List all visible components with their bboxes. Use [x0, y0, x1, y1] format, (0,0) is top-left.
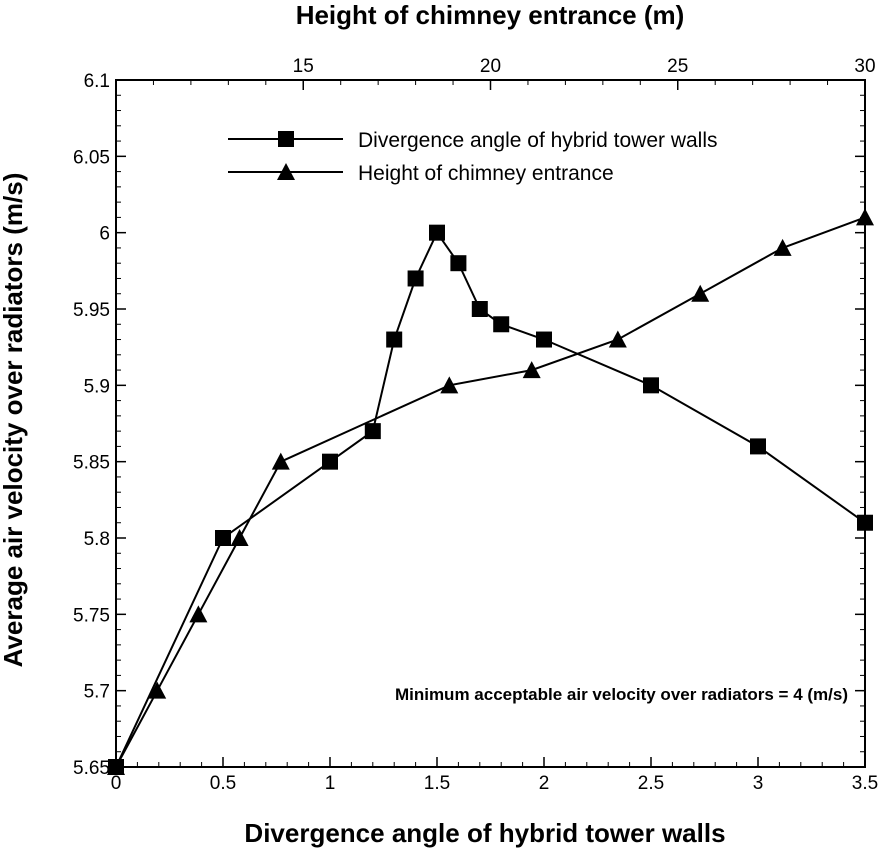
- data-point-triangle: [271, 452, 290, 470]
- y-tick-label: 5.9: [84, 376, 110, 397]
- y-tick-label: 5.75: [73, 605, 110, 626]
- y-tick-label: 6.1: [84, 71, 110, 92]
- data-point-triangle: [189, 605, 208, 623]
- x-axis-title: Divergence angle of hybrid tower walls: [244, 818, 725, 848]
- data-point-square: [471, 301, 488, 317]
- legend-marker-triangle: [277, 163, 295, 180]
- x-tick-label: 3.5: [852, 773, 878, 794]
- x-tick-label: 3: [753, 773, 764, 794]
- data-point-square: [407, 270, 424, 287]
- legend-label-height: Height of chimney entrance: [358, 162, 614, 185]
- x2-axis-title: Height of chimney entrance (m): [296, 0, 685, 30]
- data-point-square: [750, 438, 766, 455]
- data-point-square: [429, 224, 445, 241]
- x-tick-label: 2: [539, 773, 550, 794]
- data-point-square: [450, 255, 467, 272]
- x-tick-label: 2.5: [638, 773, 664, 794]
- legend-label-divergence: Divergence angle of hybrid tower walls: [358, 129, 718, 152]
- x2-tick-label: 25: [667, 56, 688, 77]
- x2-tick-label: 15: [293, 56, 314, 77]
- series-layer: [107, 208, 874, 775]
- data-point-triangle: [107, 758, 125, 775]
- x2-tick-label: 20: [480, 56, 501, 77]
- data-point-triangle: [522, 361, 541, 379]
- data-point-triangle: [230, 529, 249, 546]
- tick-labels: 0 0.5 1 1.5 2 2.5 3 3.5 15 20 25 30 5.65 5.7 5.75 5.8 5.…: [73, 56, 878, 794]
- legend-marker-square: [278, 131, 294, 147]
- y-tick-label: 5.95: [73, 300, 110, 321]
- y-tick-label: 6.05: [73, 147, 110, 168]
- y-tick-label: 5.85: [73, 453, 110, 474]
- data-point-triangle: [773, 238, 792, 256]
- x-tick-label: 0.5: [210, 773, 236, 794]
- y-tick-label: 5.7: [84, 682, 110, 703]
- x-tick-label: 1.5: [424, 773, 450, 794]
- y-tick-label: 5.8: [84, 529, 110, 550]
- data-point-square: [857, 514, 873, 531]
- annotation-text: Minimum acceptable air velocity over rad…: [395, 685, 848, 704]
- data-point-triangle: [440, 376, 459, 394]
- data-point-square: [322, 453, 338, 470]
- legend: Divergence angle of hybrid tower walls H…: [228, 129, 718, 185]
- y-axis-title: Average air velocity over radiators (m/s…: [0, 173, 28, 668]
- y-tick-label: 5.65: [73, 758, 110, 779]
- data-point-square: [493, 316, 510, 333]
- x-tick-label: 1: [325, 773, 336, 794]
- data-point-triangle: [148, 681, 167, 699]
- data-point-triangle: [691, 284, 710, 302]
- data-point-square: [536, 331, 552, 348]
- data-point-square: [386, 331, 403, 348]
- data-point-triangle: [856, 208, 874, 226]
- data-point-square: [364, 423, 381, 440]
- data-point-square: [215, 530, 231, 546]
- y-tick-label: 6: [99, 224, 110, 245]
- tick-marks: [115, 79, 866, 768]
- x2-tick-label: 30: [854, 56, 875, 77]
- x-tick-label: 0: [111, 773, 122, 794]
- data-point-square: [643, 377, 659, 394]
- data-point-triangle: [608, 330, 627, 348]
